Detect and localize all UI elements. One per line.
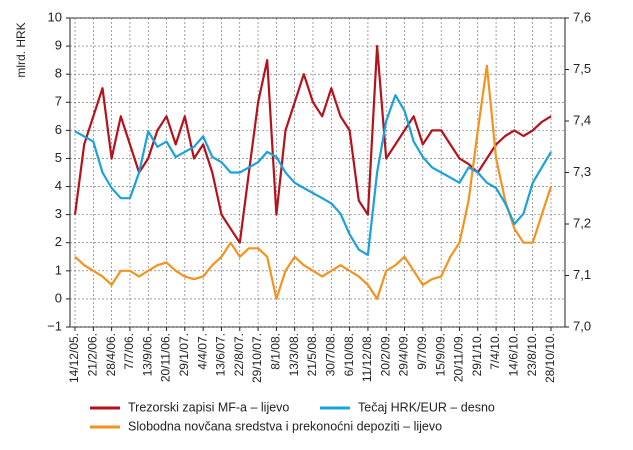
x-tick-label: 30/7/08. [323,333,337,376]
x-tick-label: 14/6/10. [507,333,521,376]
y2-tick-label: 7,6 [573,9,591,24]
x-tick-label: 13/6/07. [214,333,228,376]
y-tick-label: 7 [55,94,62,109]
y2-tick-label: 7,5 [573,61,591,76]
y-axis-label: mlrd. HRK [14,22,28,77]
x-tick-label: 7/4/10. [488,333,502,370]
series-line [74,94,552,256]
x-tick-label: 11/12/08. [360,333,374,382]
x-tick-label: 14/12/05. [67,333,81,383]
y-tick-label: 0 [55,290,62,305]
x-tick-label: 13/3/08. [287,333,301,376]
x-tick-label: 20/11/06. [159,333,173,382]
y2-tick-label: 7,2 [573,215,591,230]
x-tick-label: 29/4/09. [397,333,411,376]
x-tick-label: 28/10/10. [543,333,557,383]
x-tick-label: 6/10/08. [342,333,356,376]
x-tick-label: 4/4/07. [195,333,209,370]
y-tick-label: 10 [48,9,62,24]
y-tick-label: 1 [55,262,62,277]
plot-frame [69,17,566,328]
y-tick-label: 8 [55,66,62,81]
x-tick-label: 29/1/07. [177,333,191,376]
x-tick-label: 22/8/07. [232,333,246,376]
y-tick-label: 5 [55,150,62,165]
x-tick-label: 9/7/09. [415,333,429,370]
y-tick-label: 4 [55,178,62,193]
y-tick-label: 2 [55,234,62,249]
y2-tick-label: 7,3 [573,164,591,179]
y-tick-label: 6 [55,122,62,137]
y2-tick-label: 7,0 [573,318,591,333]
legend-label: Slobodna novčana sredstva i prekonoćni d… [128,419,442,433]
x-tick-label: 29/1/10. [470,333,484,376]
x-tick-label: 23/8/10. [525,333,539,376]
legend-label: Tečaj HRK/EUR – desno [358,400,495,414]
x-tick-label: 20/11/09. [452,333,466,382]
x-tick-label: 8/1/08. [269,333,283,370]
x-tick-label: 15/9/09. [433,333,447,376]
x-tick-label: 29/10/07. [250,333,264,383]
x-tick-label: 21/5/08. [305,333,319,376]
x-tick-label: 7/7/06. [122,333,136,370]
y2-tick-label: 7,1 [573,267,591,282]
x-tick-label: 21/2/06. [85,333,99,376]
y-tick-label: −1 [47,318,62,333]
legend-label: Trezorski zapisi MF-a – lijevo [128,400,289,414]
series-line [74,64,553,300]
x-tick-label: 28/4/06. [104,333,118,376]
x-tick-label: 20/2/09. [378,333,392,376]
x-tick-label: 13/9/06. [140,333,154,376]
y-tick-label: 9 [55,38,62,53]
y-tick-label: 3 [55,206,62,221]
y2-tick-label: 7,4 [573,112,591,127]
